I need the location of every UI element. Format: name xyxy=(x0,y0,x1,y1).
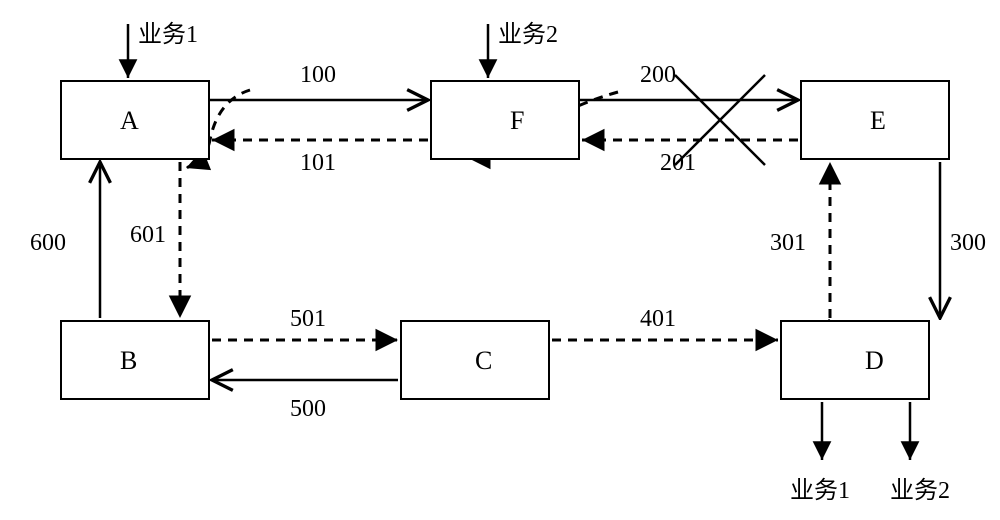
edge-label-200: 200 xyxy=(640,62,676,89)
node-label-D: D xyxy=(865,346,884,376)
edge-label-600: 600 xyxy=(30,230,66,257)
edge-layer xyxy=(0,0,1000,520)
output-label-o1: 业务1 xyxy=(790,470,850,505)
edge-label-401: 401 xyxy=(640,306,676,333)
input-label-biz2: 业务2 xyxy=(498,14,558,49)
diagram-stage: A F E B C D 100 200 300 500 600 101 201 301 401 501 601 业… xyxy=(0,0,1000,520)
node-D xyxy=(780,320,930,400)
edge-label-100: 100 xyxy=(300,62,336,89)
edge-label-501: 501 xyxy=(290,306,326,333)
node-F xyxy=(430,80,580,160)
output-label-o2: 业务2 xyxy=(890,470,950,505)
edge-label-500: 500 xyxy=(290,396,326,423)
node-label-C: C xyxy=(475,346,492,376)
node-label-B: B xyxy=(120,346,137,376)
edge-label-101: 101 xyxy=(300,150,336,177)
edge-label-301: 301 xyxy=(770,230,806,257)
input-label-biz1: 业务1 xyxy=(138,14,198,49)
edge-label-300: 300 xyxy=(950,230,986,257)
node-label-F: F xyxy=(510,106,524,136)
node-label-E: E xyxy=(870,106,886,136)
edge-label-201: 201 xyxy=(660,150,696,177)
edge-label-601: 601 xyxy=(130,222,166,249)
node-label-A: A xyxy=(120,106,139,136)
